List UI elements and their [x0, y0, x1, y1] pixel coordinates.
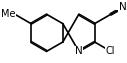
Text: N: N: [119, 2, 127, 12]
Text: Me: Me: [1, 10, 15, 19]
Text: N: N: [75, 46, 83, 56]
Text: Cl: Cl: [106, 46, 115, 56]
